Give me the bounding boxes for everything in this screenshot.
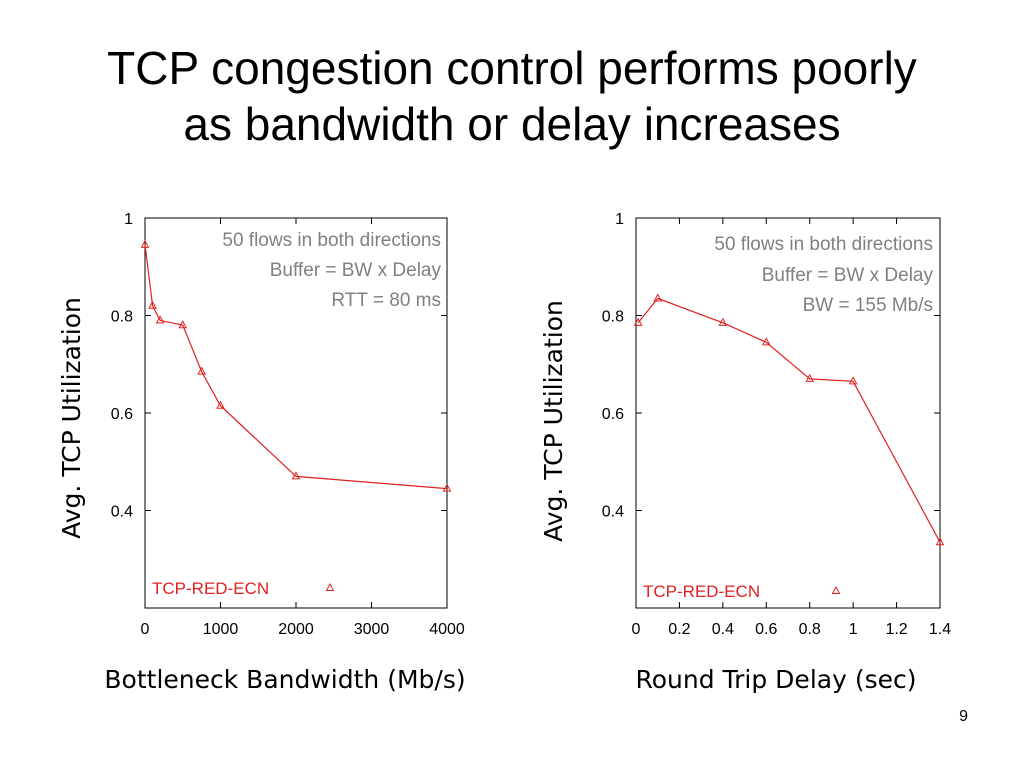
chart1-data-point: [216, 400, 225, 409]
chart2-legend-marker: [831, 585, 841, 594]
chart2-data-point: [633, 317, 643, 326]
chart2-xtick-label: 1: [849, 621, 858, 638]
chart2-annotation-line: 50 flows in both directions: [714, 234, 933, 255]
chart2-annotation-line: BW = 155 Mb/s: [803, 295, 933, 316]
slide-title: TCP congestion control performs poorly a…: [0, 40, 1024, 152]
chart1-xtick-label: 4000: [429, 621, 465, 638]
chart2-data-point: [653, 293, 663, 302]
chart2-xtick-label: 0.6: [755, 621, 777, 638]
chart1-y-axis-label: Avg. TCP Utilization: [57, 297, 86, 539]
chart2-xtick-label: 1.4: [929, 621, 951, 638]
chart2-xtick-label: 0.4: [712, 621, 734, 638]
chart2-x-axis-label: Round Trip Delay (sec): [636, 665, 917, 694]
chart2-ytick-label: 0.4: [602, 504, 624, 521]
slide-title-line1: TCP congestion control performs poorly: [107, 42, 917, 94]
chart2-xtick-label: 0: [632, 621, 641, 638]
chart1-data-point: [148, 300, 157, 309]
chart2-ytick-label: 0.8: [602, 309, 624, 326]
chart1-ytick-label: 0.6: [111, 406, 133, 423]
chart2-data-point: [935, 537, 945, 546]
chart2-data-point: [761, 337, 771, 346]
chart1-data-point: [140, 239, 150, 248]
chart2-data-point: [718, 317, 728, 326]
chart1-annotation-line: RTT = 80 ms: [331, 290, 441, 311]
chart2-annotation-line: Buffer = BW x Delay: [762, 265, 934, 286]
chart2-data-point: [848, 376, 858, 385]
chart2-xtick-label: 0.2: [668, 621, 690, 638]
chart1-xtick-label: 1000: [203, 621, 239, 638]
chart1-xtick-label: 3000: [354, 621, 390, 638]
chart1-data-point: [155, 315, 165, 324]
chart1-data-point: [291, 471, 301, 480]
page-number: 9: [959, 708, 968, 725]
chart2-xtick-label: 1.2: [885, 621, 907, 638]
chart2-legend-label: TCP-RED-ECN: [643, 582, 760, 601]
chart1-legend-marker: [325, 582, 335, 591]
chart1-xtick-label: 2000: [278, 621, 314, 638]
chart2-data-point: [805, 373, 815, 382]
chart1-series-line: [144, 244, 448, 490]
slide-title-line2: as bandwidth or delay increases: [183, 98, 841, 150]
chart2-xtick-label: 0.8: [799, 621, 821, 638]
chart1-ytick-label: 0.4: [111, 504, 133, 521]
chart2-series-line: [637, 297, 941, 543]
chart1-annotation-line: Buffer = BW x Delay: [270, 260, 442, 281]
chart1-xtick-label: 0: [141, 621, 150, 638]
chart2-y-axis-label: Avg. TCP Utilization: [539, 300, 568, 542]
chart1-x-axis-label: Bottleneck Bandwidth (Mb/s): [104, 665, 465, 694]
chart1-data-point: [197, 366, 206, 375]
chart1-data-point: [178, 320, 188, 329]
chart1-ytick-label: 1: [124, 211, 133, 228]
chart2-ytick-label: 1: [615, 211, 624, 228]
chart1-ytick-label: 0.8: [111, 309, 133, 326]
chart2-ytick-label: 0.6: [602, 406, 624, 423]
chart1-legend-label: TCP-RED-ECN: [152, 579, 269, 598]
chart1-data-point: [442, 483, 452, 492]
chart1-annotation-line: 50 flows in both directions: [222, 230, 441, 251]
